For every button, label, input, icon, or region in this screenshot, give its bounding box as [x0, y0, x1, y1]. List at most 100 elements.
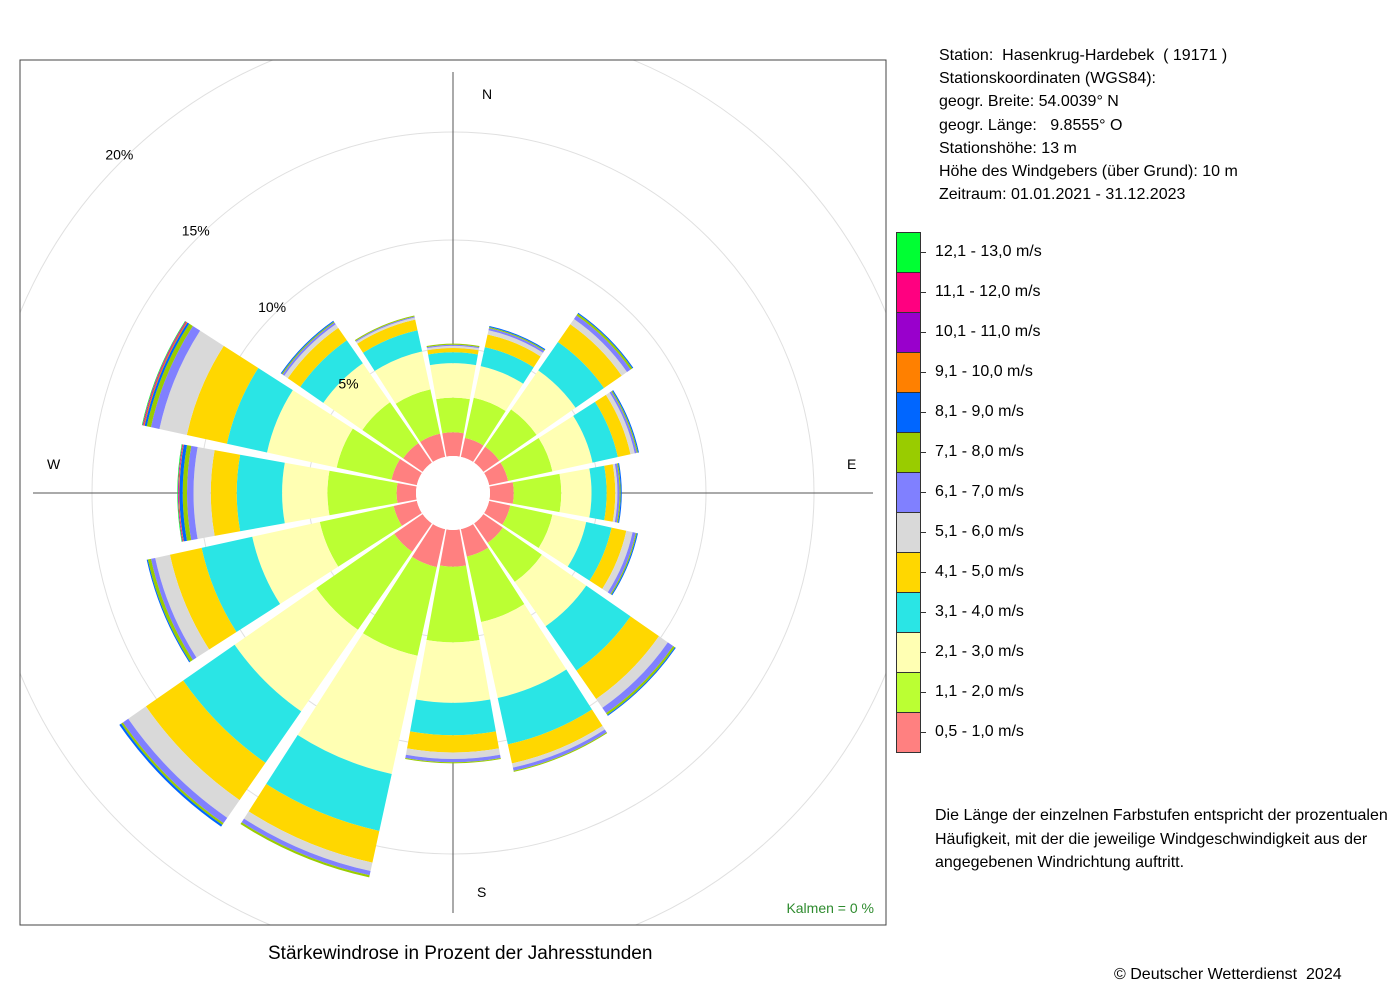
sector-n-class-7: [426, 344, 480, 349]
legend-label: 7,1 - 8,0 m/s: [935, 443, 1024, 460]
copyright: © Deutscher Wetterdienst 2024: [1114, 966, 1342, 983]
sector-sw-class-5: [145, 680, 266, 801]
sector-wsw-class-5: [169, 547, 237, 650]
sector-wsw-class-1: [393, 500, 422, 526]
legend-item: 10,1 - 11,0 m/s: [896, 312, 1096, 352]
sector-w-class-13: [177, 444, 183, 542]
sector-sso-class-5: [507, 709, 603, 764]
sector-w-class-11: [178, 444, 184, 542]
sector-wnw-class-1: [391, 459, 422, 486]
sector-nno-class-6: [487, 330, 544, 357]
legend-item: 4,1 - 5,0 m/s: [896, 552, 1096, 592]
legend-tick: [920, 692, 926, 693]
sector-sso-class-2: [466, 547, 525, 623]
sector-nnw-class-5: [357, 319, 418, 353]
radial-tick-label: 15%: [182, 223, 210, 239]
sector-nw-class-6: [284, 324, 339, 379]
sector-no-class-6: [570, 318, 628, 376]
sector-o-class-7: [614, 463, 620, 523]
station-line: geogr. Länge: 9.8555° O: [939, 116, 1123, 134]
legend-tick: [920, 492, 926, 493]
legend-swatch: [896, 432, 921, 472]
sector-o-class-6: [612, 463, 618, 523]
sector-nnw-class-6: [355, 317, 416, 344]
sector-nnw-class-2: [395, 389, 441, 442]
sector-nno-class-7: [488, 328, 545, 353]
sector-o-class-1: [489, 482, 514, 504]
sector-w-class-4: [236, 454, 285, 532]
legend-swatch: [896, 712, 921, 753]
legend-swatch: [896, 392, 921, 432]
legend-swatch: [896, 592, 921, 632]
legend-tick: [920, 532, 926, 533]
legend-item: 9,1 - 10,0 m/s: [896, 352, 1096, 392]
wind-sectors: [119, 312, 676, 878]
legend-swatch: [896, 552, 921, 592]
station-line: Höhe des Windgebers (über Grund): 10 m: [939, 163, 1238, 181]
sector-wsw-class-6: [155, 554, 210, 658]
sector-sso-class-1: [460, 524, 489, 557]
sector-n-class-5: [427, 348, 479, 355]
sector-sso-class-6: [511, 725, 605, 768]
legend-label: 4,1 - 5,0 m/s: [935, 563, 1024, 580]
sector-w-class-3: [282, 462, 330, 524]
sector-ssw-class-1: [412, 524, 446, 568]
sector-wsw-class-7: [150, 557, 197, 661]
legend-tick: [920, 452, 926, 453]
station-line: Stationshöhe: 13 m: [939, 139, 1077, 157]
sector-n-class-3: [430, 363, 476, 400]
sector-oso-class-7: [607, 532, 636, 595]
legend-label: 8,1 - 9,0 m/s: [935, 403, 1024, 420]
legend-item: 8,1 - 9,0 m/s: [896, 392, 1096, 432]
station-line: Station: Hasenkrug-Hardebek ( 19171 ): [939, 47, 1228, 64]
sector-so-class-3: [514, 554, 587, 627]
sector-so-class-6: [596, 636, 668, 708]
sector-w-class-5: [210, 450, 241, 536]
sector-so-class-7: [602, 642, 674, 714]
sector-wnw-class-9: [144, 322, 190, 427]
legend-item: 11,1 - 12,0 m/s: [896, 272, 1096, 312]
sector-nno-class-5: [484, 334, 541, 368]
chart-caption: Stärkewindrose in Prozent der Jahresstun…: [268, 943, 653, 964]
sector-no-class-5: [557, 324, 622, 389]
sector-wnw-class-6: [159, 330, 224, 435]
legend-item: 3,1 - 4,0 m/s: [896, 592, 1096, 632]
sector-w-class-10: [178, 444, 184, 542]
legend-swatch: [896, 272, 921, 312]
legend-item: 6,1 - 7,0 m/s: [896, 472, 1096, 512]
sector-w-class-8: [182, 445, 192, 541]
legend-swatch: [896, 232, 921, 272]
sector-ono-class-3: [538, 415, 593, 472]
sector-wsw-class-2: [319, 505, 402, 567]
sector-w-class-6: [193, 447, 215, 539]
sector-no-class-7: [573, 315, 631, 373]
sector-sso-class-7: [512, 729, 607, 771]
sector-ssw-class-5: [248, 784, 380, 863]
legend-tick: [920, 412, 926, 413]
sector-nw-class-3: [323, 363, 390, 430]
legend-label: 12,1 - 13,0 m/s: [935, 243, 1042, 260]
legend-label: 9,1 - 10,0 m/s: [935, 363, 1033, 380]
sector-n-class-6: [426, 345, 480, 351]
sector-no-class-8: [576, 313, 633, 370]
station-line: Stationskoordinaten (WGS84):: [939, 70, 1156, 88]
sector-sw-class-6: [128, 706, 240, 818]
sector-no-class-2: [485, 409, 537, 461]
sector-nw-class-5: [287, 327, 347, 387]
legend-swatch: [896, 352, 921, 392]
sector-ssw-class-4: [266, 734, 392, 831]
legend-label: 10,1 - 11,0 m/s: [935, 323, 1041, 340]
sector-o-class-4: [589, 465, 607, 521]
legend-item: 12,1 - 13,0 m/s: [896, 232, 1096, 272]
sector-oso-class-2: [502, 505, 553, 548]
radial-tick-label: 5%: [338, 375, 358, 391]
sector-sw-class-4: [183, 644, 302, 763]
sector-nnw-class-3: [374, 351, 431, 404]
sector-oso-class-4: [567, 522, 612, 581]
sector-n-class-8: [426, 343, 480, 348]
sector-wnw-class-2: [336, 428, 401, 480]
sector-o-class-5: [604, 464, 616, 522]
legend-label: 3,1 - 4,0 m/s: [935, 603, 1024, 620]
sector-w-class-9: [179, 444, 187, 542]
sector-w-class-1: [396, 483, 417, 503]
